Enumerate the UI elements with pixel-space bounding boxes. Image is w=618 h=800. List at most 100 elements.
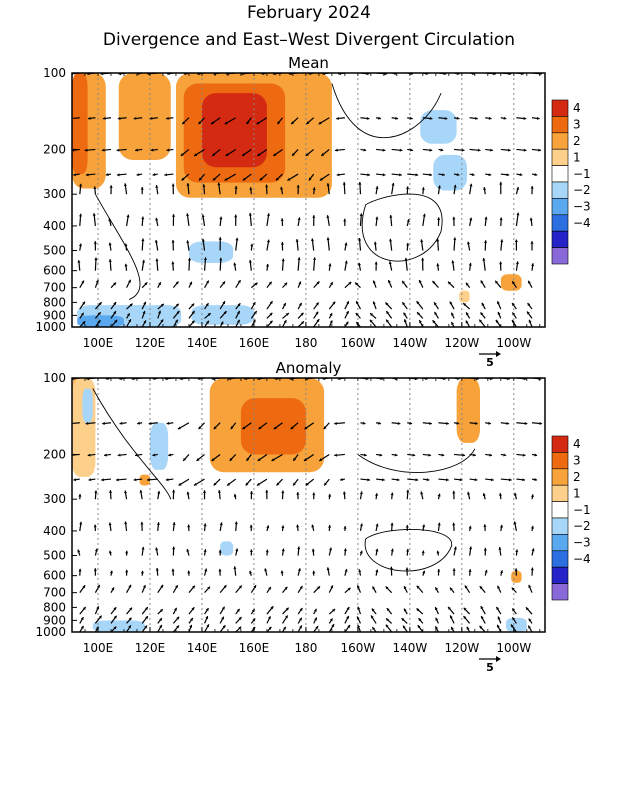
wind-arrowhead — [429, 148, 433, 152]
wind-arrowhead — [429, 173, 433, 177]
wind-arrowhead — [85, 173, 89, 177]
wind-arrowhead — [160, 584, 164, 588]
x-tick-label: 100E — [83, 336, 114, 350]
wind-arrowhead — [355, 313, 359, 316]
wind-arrowhead — [92, 213, 96, 216]
wind-arrowhead — [217, 182, 221, 186]
wind-arrowhead — [251, 609, 255, 613]
wind-arrowhead — [342, 491, 346, 495]
wind-arrowhead — [147, 478, 150, 482]
wind-arrowhead — [375, 548, 379, 552]
wind-arrowhead — [237, 310, 240, 314]
colorbar-box — [551, 566, 569, 584]
wind-arrowhead — [403, 586, 407, 590]
wind-arrowhead — [421, 187, 425, 190]
wind-arrowhead — [158, 282, 161, 286]
wind-arrowhead — [388, 280, 391, 283]
wind-arrowhead — [298, 302, 302, 306]
wind-arrowhead — [266, 525, 270, 529]
wind-arrowhead — [356, 616, 360, 620]
wind-arrowhead — [237, 280, 241, 284]
wind-arrowhead — [245, 482, 249, 486]
colorbar-label: 3 — [573, 118, 581, 132]
wind-arrowhead — [311, 548, 315, 552]
wind-arrowhead — [109, 570, 113, 574]
wind-arrowhead — [284, 282, 288, 286]
wind-arrowhead — [456, 173, 460, 177]
wind-arrowhead — [299, 608, 303, 612]
shaded-region — [506, 617, 527, 632]
wind-arrowhead — [534, 478, 538, 482]
wind-arrowhead — [530, 241, 534, 244]
wind-arrowhead — [432, 320, 436, 324]
x-tick-label: 120W — [444, 641, 479, 655]
wind-arrowhead — [191, 607, 195, 611]
wind-arrowhead — [484, 569, 488, 573]
y-tick-label: 1000 — [35, 320, 66, 334]
wind-arrowhead — [104, 453, 107, 457]
wind-arrowhead — [175, 585, 178, 589]
wind-arrowhead — [396, 478, 400, 482]
wind-arrowhead — [511, 624, 514, 628]
wind-arrowhead — [530, 525, 534, 529]
wind-arrowhead — [466, 312, 469, 316]
wind-arrowhead — [499, 181, 503, 185]
wind-arrowhead — [129, 303, 133, 307]
shaded-region — [118, 73, 171, 160]
wind-arrowhead — [474, 478, 478, 482]
wind-arrowhead — [366, 116, 370, 120]
wind-arrowhead — [389, 215, 393, 218]
wind-arrowhead — [305, 153, 309, 156]
wind-arrowhead — [283, 626, 286, 630]
y-tick-label: 800 — [43, 295, 66, 309]
wind-arrowhead — [292, 152, 295, 156]
y-tick-label: 100 — [43, 371, 66, 385]
wind-arrowhead — [95, 279, 99, 283]
wind-arrowhead — [196, 458, 200, 461]
wind-arrowhead — [149, 116, 153, 120]
wind-arrowhead — [453, 184, 457, 188]
wind-arrowhead — [429, 421, 432, 425]
wind-arrowhead — [271, 458, 275, 461]
y-tick-label: 200 — [43, 142, 66, 156]
wind-arrowhead — [269, 320, 273, 324]
wind-arrowhead — [109, 490, 113, 493]
wind-arrowhead — [155, 258, 159, 262]
wind-arrowhead — [342, 182, 346, 185]
wind-arrowhead — [158, 310, 162, 314]
wind-arrowhead — [266, 239, 270, 243]
wind-arrowhead — [93, 241, 97, 244]
wind-arrowhead — [313, 608, 317, 612]
wind-arrowhead — [265, 263, 270, 267]
wind-arrowhead — [233, 494, 237, 497]
wind-arrowhead — [409, 421, 413, 425]
wind-arrowhead — [293, 482, 296, 486]
wind-arrowhead — [281, 258, 285, 262]
wind-arrowhead — [334, 148, 338, 152]
wind-arrowhead — [159, 618, 162, 622]
wind-arrowhead — [198, 121, 202, 125]
wind-arrowhead — [452, 522, 456, 526]
wind-arrowhead — [429, 116, 433, 120]
wind-arrowhead — [416, 585, 420, 589]
wind-arrowhead — [310, 238, 315, 242]
wind-arrowhead — [511, 587, 515, 591]
wind-arrowhead — [499, 217, 503, 221]
wind-arrowhead — [374, 493, 379, 497]
wind-arrowhead — [293, 457, 297, 461]
wind-arrowhead — [253, 311, 257, 314]
wind-arrowhead — [530, 567, 534, 571]
wind-arrowhead — [449, 587, 453, 591]
wind-arrowhead — [204, 568, 208, 572]
wind-arrowhead — [225, 153, 229, 156]
wind-arrowhead — [456, 421, 460, 425]
wind-arrowhead — [421, 550, 425, 554]
wind-arrowhead — [385, 624, 389, 628]
wind-arrowhead — [152, 173, 156, 177]
wind-arrowhead — [190, 617, 193, 621]
wind-arrowhead — [536, 116, 540, 120]
x-tick-label: 100W — [496, 336, 531, 350]
wind-arrowhead — [418, 618, 422, 622]
wind-arrowhead — [116, 173, 120, 177]
wind-arrowhead — [182, 121, 186, 125]
